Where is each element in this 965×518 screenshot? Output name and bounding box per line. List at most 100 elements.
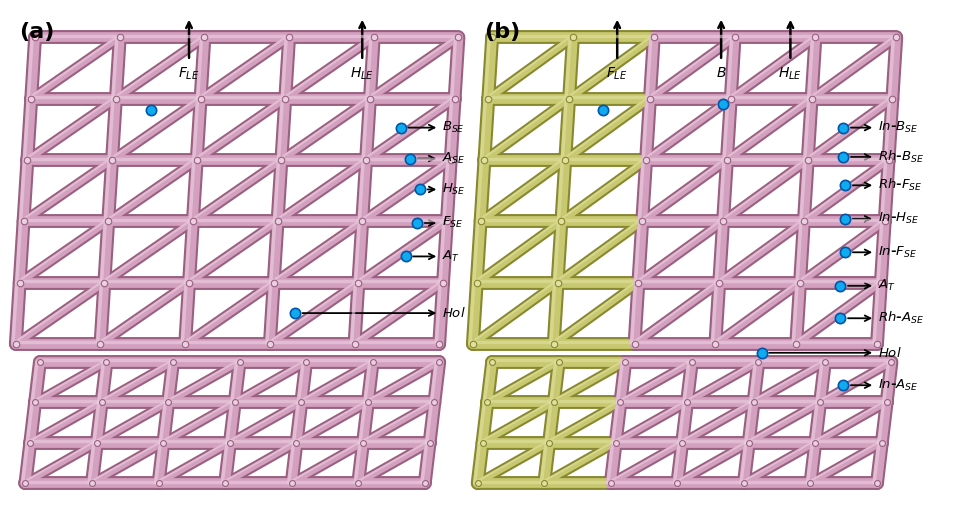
Text: $Hol$: $Hol$ <box>878 346 901 360</box>
Text: $F_{LE}$: $F_{LE}$ <box>606 66 628 82</box>
Point <box>838 214 853 223</box>
Point <box>874 439 890 447</box>
Point <box>719 156 734 164</box>
Point <box>484 33 500 41</box>
Point <box>746 398 761 407</box>
Point <box>431 358 447 366</box>
Point <box>365 358 380 366</box>
Point <box>143 106 158 114</box>
Point <box>877 217 893 225</box>
Point <box>274 156 290 164</box>
Point <box>723 95 738 103</box>
Point <box>684 358 700 366</box>
Text: $Rh$-$A_{SE}$: $Rh$-$A_{SE}$ <box>878 310 924 326</box>
Text: $In$-$A_{SE}$: $In$-$A_{SE}$ <box>878 378 919 393</box>
Point <box>727 33 742 41</box>
Point <box>836 381 851 390</box>
Point <box>613 398 628 407</box>
Text: $F_{LE}$: $F_{LE}$ <box>179 66 200 82</box>
Point <box>358 156 373 164</box>
Point <box>869 479 885 487</box>
Point <box>808 33 823 41</box>
Point <box>362 95 377 103</box>
Point <box>282 33 297 41</box>
Point <box>417 479 432 487</box>
Point <box>796 217 812 225</box>
Point <box>93 340 108 348</box>
Point <box>98 358 114 366</box>
Text: (b): (b) <box>484 22 521 42</box>
Point <box>546 398 562 407</box>
Point <box>27 33 42 41</box>
Point <box>412 185 427 194</box>
Point <box>431 340 447 348</box>
Point <box>366 33 381 41</box>
Point <box>32 358 47 366</box>
Point <box>715 217 731 225</box>
Point <box>217 479 233 487</box>
Text: $Hol$: $Hol$ <box>442 306 466 320</box>
Point <box>160 398 176 407</box>
Point <box>354 217 370 225</box>
Point <box>451 33 466 41</box>
Point <box>741 439 757 447</box>
Point <box>470 479 485 487</box>
Point <box>833 314 848 322</box>
Point <box>473 217 488 225</box>
Point <box>804 95 819 103</box>
Point <box>642 95 657 103</box>
Point <box>89 439 104 447</box>
Point <box>84 479 99 487</box>
Point <box>355 439 371 447</box>
Text: (a): (a) <box>18 22 54 42</box>
Point <box>546 340 562 348</box>
Text: $F_{SE}$: $F_{SE}$ <box>442 215 463 231</box>
Text: $A_{T}$: $A_{T}$ <box>442 249 460 264</box>
Point <box>838 181 853 190</box>
Point <box>402 154 418 163</box>
Point <box>439 217 455 225</box>
Point <box>422 439 437 447</box>
Point <box>884 358 899 366</box>
Point <box>27 398 42 407</box>
Point <box>360 398 375 407</box>
Text: $B_{SE}$: $B_{SE}$ <box>442 120 465 135</box>
Point <box>393 123 408 132</box>
Point <box>481 95 496 103</box>
Point <box>484 358 500 366</box>
Point <box>595 106 611 114</box>
Point <box>350 279 366 287</box>
Point <box>270 217 286 225</box>
Point <box>284 479 299 487</box>
Point <box>707 340 723 348</box>
Point <box>817 358 833 366</box>
Point <box>631 279 647 287</box>
Point <box>298 358 314 366</box>
Point <box>813 398 828 407</box>
Point <box>711 279 727 287</box>
Point <box>100 217 116 225</box>
Point <box>792 279 808 287</box>
Text: $In$-$F_{SE}$: $In$-$F_{SE}$ <box>878 244 917 260</box>
Point <box>836 123 851 132</box>
Point <box>288 309 303 317</box>
Point <box>193 95 208 103</box>
Point <box>565 33 581 41</box>
Point <box>808 439 823 447</box>
Text: $B$: $B$ <box>716 66 727 80</box>
Point <box>833 282 848 290</box>
Point <box>262 340 278 348</box>
Point <box>165 358 180 366</box>
Text: $H_{SE}$: $H_{SE}$ <box>442 182 466 197</box>
Point <box>197 33 212 41</box>
Point <box>475 439 490 447</box>
Point <box>96 279 112 287</box>
Point <box>427 398 442 407</box>
Point <box>477 156 492 164</box>
Text: $In$-$B_{SE}$: $In$-$B_{SE}$ <box>878 120 919 135</box>
Point <box>293 398 309 407</box>
Point <box>803 479 818 487</box>
Point <box>232 358 247 366</box>
Point <box>112 33 127 41</box>
Point <box>23 95 39 103</box>
